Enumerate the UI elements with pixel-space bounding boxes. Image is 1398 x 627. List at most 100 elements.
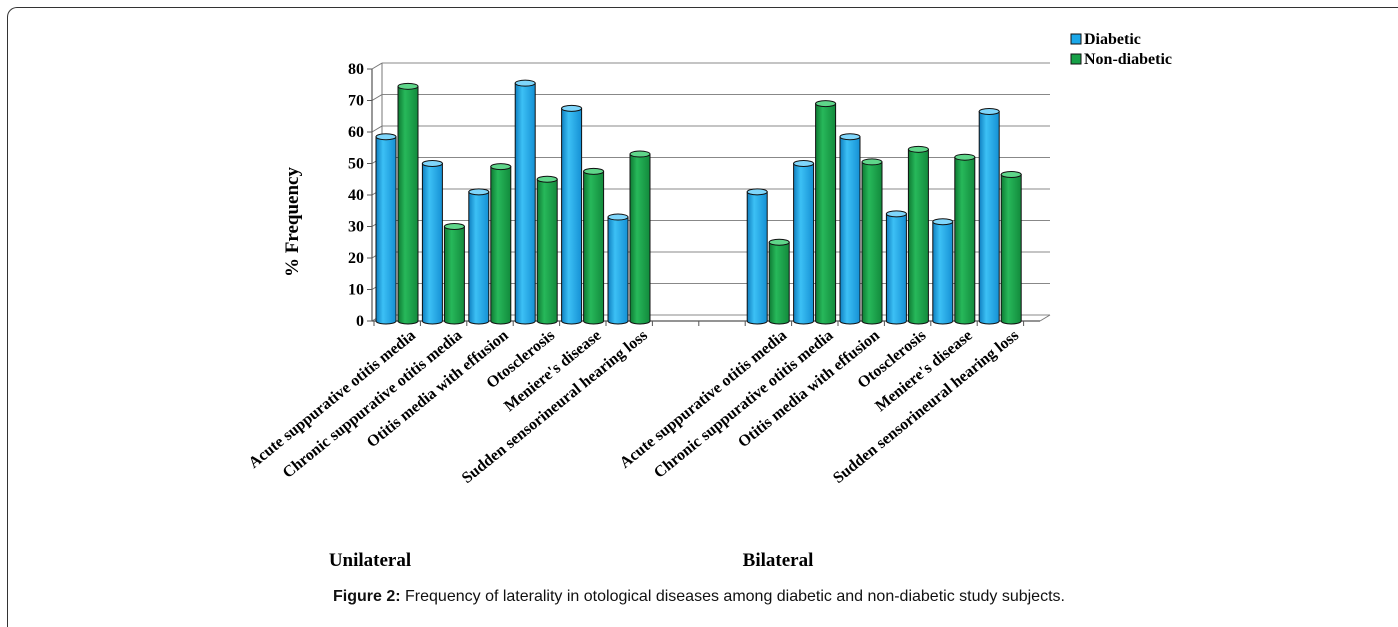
bar-non-diabetic <box>815 100 837 325</box>
bar-non-diabetic-top <box>397 82 419 90</box>
bar-diabetic-body <box>885 213 907 325</box>
y-tick-label: 60 <box>348 124 364 141</box>
y-tick-label: 50 <box>348 156 364 173</box>
y-tick-label: 30 <box>348 219 364 236</box>
bar-non-diabetic-body <box>861 161 883 325</box>
bar-diabetic-top <box>746 188 768 196</box>
bar-diabetic-top <box>978 108 1000 116</box>
gridline-depth <box>371 62 383 70</box>
bar-diabetic-top <box>468 188 490 196</box>
bar-non-diabetic-top <box>907 145 929 153</box>
x-category-label: Chronic suppurative otitis media <box>280 327 466 482</box>
x-category-label: Acute suppurative otitis media <box>246 327 419 472</box>
bar-non-diabetic <box>954 153 976 325</box>
y-tick-label: 20 <box>348 250 364 267</box>
bar-diabetic-top <box>514 79 536 87</box>
x-category-label: Acute suppurative otitis media <box>617 327 790 472</box>
x-axis-depth <box>1039 314 1051 322</box>
bar-non-diabetic <box>583 167 605 325</box>
y-tick-label: 80 <box>348 61 364 78</box>
group-label: Bilateral <box>743 550 814 571</box>
bar-chart: 0 10 20 30 40 50 60 70 80 Acute suppurative otit… <box>246 31 1172 571</box>
bar-non-diabetic-top <box>629 150 651 158</box>
bar-non-diabetic-top <box>815 100 837 108</box>
bar-diabetic-body <box>839 136 861 325</box>
bar-diabetic-top <box>375 133 397 141</box>
figure-frame <box>7 7 1398 627</box>
bar-diabetic-body <box>793 163 815 325</box>
bar-non-diabetic-top <box>583 167 605 175</box>
bar-non-diabetic-top <box>443 223 465 230</box>
bar-non-diabetic-body <box>397 85 419 325</box>
legend: Diabetic Non-diabetic <box>1070 31 1172 68</box>
bar-diabetic-body <box>607 216 629 325</box>
bar-non-diabetic <box>907 145 929 325</box>
bar-non-diabetic-top <box>1000 171 1022 179</box>
bar-non-diabetic <box>490 163 512 325</box>
bar-non-diabetic-top <box>536 175 558 183</box>
x-category-label: Chronic suppurative otitis media <box>651 327 837 482</box>
bar-diabetic-body <box>514 82 536 325</box>
bar-diabetic <box>932 218 954 325</box>
gridline-depth <box>371 94 383 101</box>
bar-non-diabetic <box>1000 171 1022 325</box>
y-tick-label: 0 <box>356 313 364 330</box>
bar-diabetic <box>793 160 815 325</box>
bar-non-diabetic-body <box>1000 174 1022 325</box>
bar-diabetic-body <box>561 107 583 325</box>
bar-diabetic-body <box>421 163 443 325</box>
bar-diabetic <box>421 160 443 325</box>
bar-non-diabetic <box>629 150 651 325</box>
bar-non-diabetic <box>397 82 419 325</box>
bar-non-diabetic-top <box>490 163 512 171</box>
bar-non-diabetic <box>536 175 558 325</box>
bar-diabetic-body <box>468 191 490 325</box>
bar-diabetic <box>978 108 1000 325</box>
bar-non-diabetic-body <box>815 103 837 325</box>
bar-non-diabetic <box>861 158 883 325</box>
bar-diabetic <box>839 133 861 325</box>
y-tick-label: 10 <box>348 282 364 299</box>
legend-label: Diabetic <box>1084 31 1141 48</box>
bar-diabetic <box>561 104 583 325</box>
bar-diabetic <box>885 210 907 325</box>
bar-diabetic <box>468 188 490 325</box>
y-tick-label: 40 <box>348 187 364 204</box>
bar-diabetic-top <box>421 160 443 167</box>
bar-diabetic <box>514 79 536 325</box>
bar-non-diabetic-body <box>907 148 929 325</box>
bar-non-diabetic-body <box>954 156 976 325</box>
bar-non-diabetic-body <box>490 166 512 325</box>
bar-diabetic-body <box>746 191 768 325</box>
bar-diabetic-top <box>885 210 907 218</box>
bars <box>375 79 1022 325</box>
bar-non-diabetic-body <box>583 170 605 325</box>
bar-diabetic-top <box>793 160 815 167</box>
bar-diabetic-top <box>839 133 861 141</box>
y-axis-label: % Frequency <box>282 167 303 277</box>
caption-text: Frequency of laterality in otological di… <box>400 588 1065 605</box>
legend-swatch <box>1070 53 1082 65</box>
bar-diabetic <box>607 213 629 325</box>
bar-non-diabetic-body <box>629 153 651 325</box>
caption-label: Figure 2: <box>333 588 401 605</box>
bar-non-diabetic <box>768 238 790 325</box>
bar-diabetic <box>375 133 397 325</box>
bar-diabetic-body <box>978 111 1000 325</box>
bar-non-diabetic-body <box>768 241 790 325</box>
gridline-depth <box>371 125 383 133</box>
bar-diabetic-body <box>375 136 397 325</box>
y-tick-label: 70 <box>348 93 364 110</box>
bar-non-diabetic-top <box>768 238 790 246</box>
figure-caption: Figure 2: Frequency of laterality in oto… <box>0 588 1398 606</box>
bar-diabetic <box>746 188 768 325</box>
bar-diabetic-top <box>607 213 629 221</box>
group-label: Unilateral <box>329 550 411 571</box>
bar-non-diabetic <box>443 223 465 325</box>
bar-non-diabetic-body <box>536 178 558 325</box>
bar-non-diabetic-top <box>861 158 883 166</box>
bar-diabetic-top <box>932 218 954 226</box>
bar-diabetic-body <box>932 221 954 325</box>
legend-label: Non-diabetic <box>1084 51 1172 68</box>
